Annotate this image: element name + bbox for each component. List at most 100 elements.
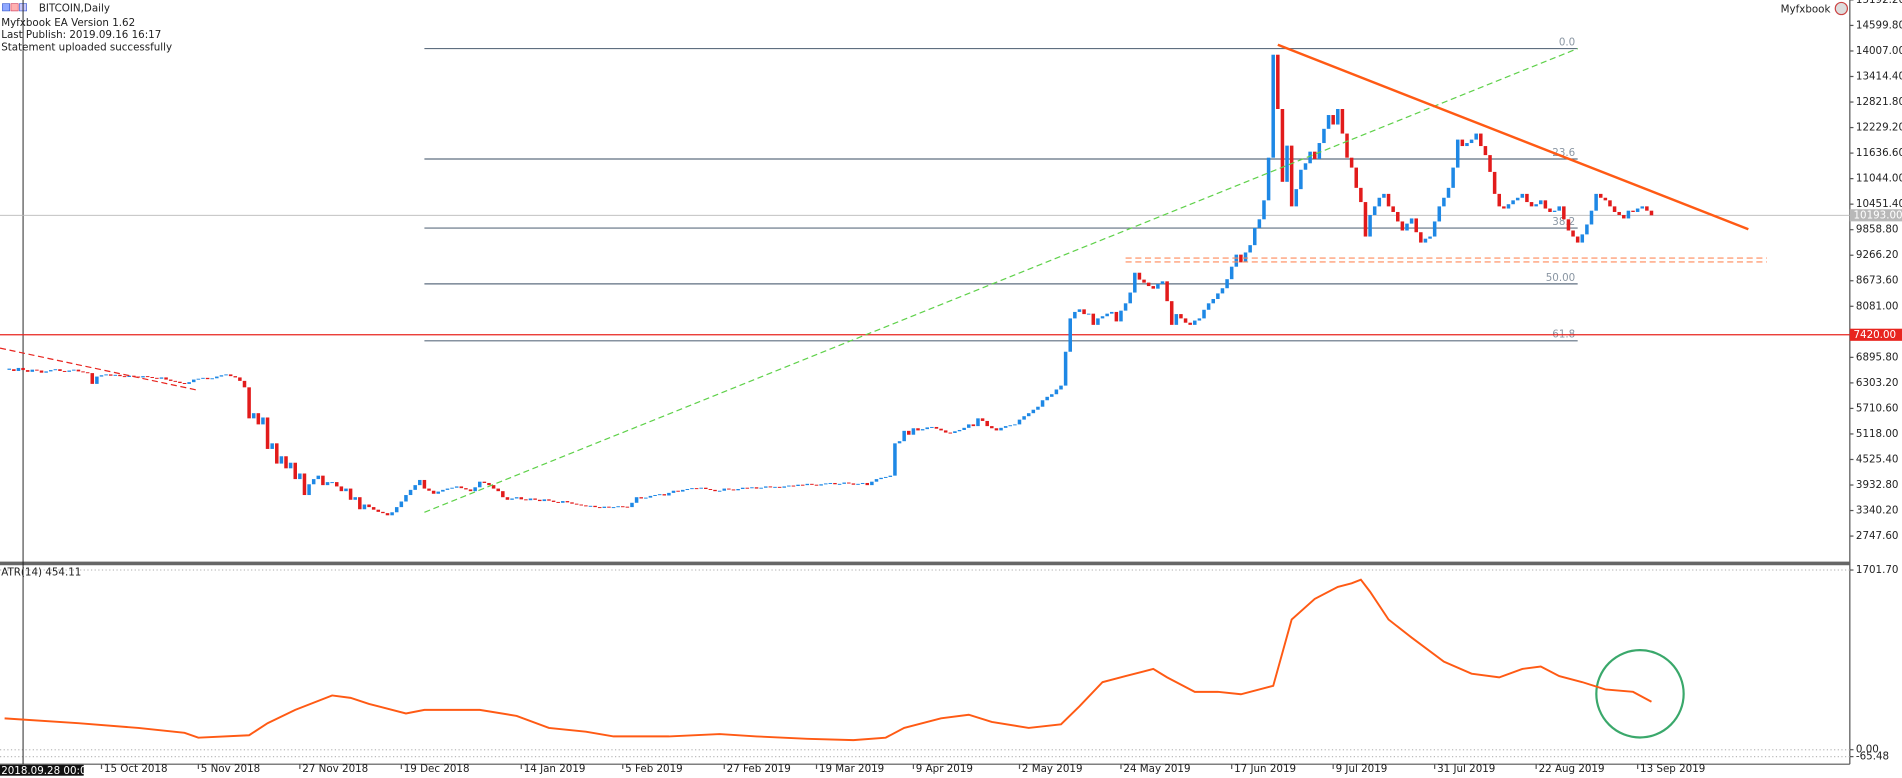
candle [16, 367, 21, 371]
candle [994, 428, 999, 431]
candle [464, 488, 468, 490]
candle [1188, 322, 1192, 325]
info-line: Last Publish: 2019.09.16 16:17 [1, 29, 161, 41]
candle [1474, 133, 1478, 140]
candle [787, 485, 791, 487]
candle [62, 370, 67, 372]
candle [1179, 314, 1183, 319]
candle [962, 427, 966, 430]
candle [1525, 193, 1529, 203]
candle [1022, 416, 1026, 420]
candle [514, 497, 519, 499]
candle [21, 367, 25, 371]
candle [233, 376, 238, 378]
candle [155, 377, 159, 379]
candle [1557, 206, 1561, 211]
price-label: 7420.00 [1853, 329, 1896, 341]
candle [1211, 299, 1215, 304]
candle [939, 428, 943, 431]
candle [713, 489, 717, 492]
candle [1340, 109, 1345, 134]
candle [561, 501, 565, 503]
candle [468, 489, 473, 492]
candle [482, 481, 487, 483]
candle [1391, 206, 1395, 212]
y-tick-label: 5118.00 [1856, 428, 1899, 440]
candle [1317, 143, 1322, 159]
candle [67, 370, 71, 372]
candle [883, 476, 888, 478]
candle [441, 489, 445, 492]
candle [316, 475, 321, 480]
candle [920, 429, 925, 431]
y-tick-label: 12229.20 [1856, 122, 1902, 134]
candle [1050, 394, 1054, 397]
candle [547, 499, 551, 501]
candle [445, 488, 450, 490]
candle [1026, 413, 1031, 417]
y-tick-label: 2747.60 [1856, 530, 1899, 542]
candle [1382, 193, 1386, 198]
candle [150, 376, 154, 378]
candle [1151, 286, 1156, 289]
y-tick-label: 8673.60 [1856, 275, 1899, 287]
candle [1589, 210, 1594, 225]
price-label-box [1849, 328, 1902, 341]
x-tick-label: 14 Jan 2019 [524, 763, 586, 775]
candle [630, 502, 634, 508]
candle [1405, 223, 1409, 231]
x-tick-label: 5 Feb 2019 [625, 763, 683, 775]
fibonacci-label: 38.2 [1552, 216, 1575, 228]
candle [870, 481, 874, 486]
candle [699, 487, 703, 489]
candle [685, 489, 690, 490]
candle [1543, 200, 1548, 209]
candle [1003, 426, 1008, 428]
candle [1271, 54, 1275, 158]
pane-separator [0, 561, 1850, 566]
candle [1257, 219, 1262, 228]
candle [1045, 396, 1049, 401]
candle [191, 379, 196, 383]
candle [1428, 236, 1432, 239]
crosshair-label: 2018.09.28 00:00 [1, 765, 93, 777]
candle [1580, 234, 1585, 243]
candle [1502, 206, 1506, 209]
candle [381, 511, 385, 514]
candle [205, 377, 210, 380]
x-tick-label: 15 Oct 2018 [104, 763, 168, 775]
candle [1216, 293, 1220, 300]
candle [210, 378, 214, 380]
candle [1289, 145, 1294, 207]
candle [1326, 115, 1331, 129]
candle [611, 507, 616, 509]
candle [1013, 424, 1017, 426]
candle [524, 499, 528, 501]
candle [990, 426, 994, 429]
candle [1622, 214, 1626, 219]
candle [145, 376, 150, 378]
candle [1229, 266, 1234, 280]
candle [122, 376, 127, 378]
candle [1303, 163, 1308, 170]
candle [791, 485, 796, 487]
candle [371, 507, 376, 510]
candle [1160, 281, 1165, 284]
candle [344, 488, 348, 492]
price-label-box [1849, 209, 1902, 222]
candle [1548, 208, 1552, 212]
y-tick-label: 5710.60 [1856, 402, 1899, 414]
y-tick-label: 0.00 [1856, 744, 1879, 756]
candle [394, 507, 399, 513]
y-tick-label: -65.48 [1856, 751, 1889, 763]
candle [1063, 351, 1068, 386]
candle [215, 376, 219, 379]
candle [108, 374, 113, 376]
candle [1239, 254, 1243, 263]
candle [1617, 211, 1621, 215]
candle [1082, 309, 1086, 315]
candle [1626, 210, 1631, 219]
candle [704, 487, 708, 490]
y-tick-label: 6303.20 [1856, 377, 1899, 389]
